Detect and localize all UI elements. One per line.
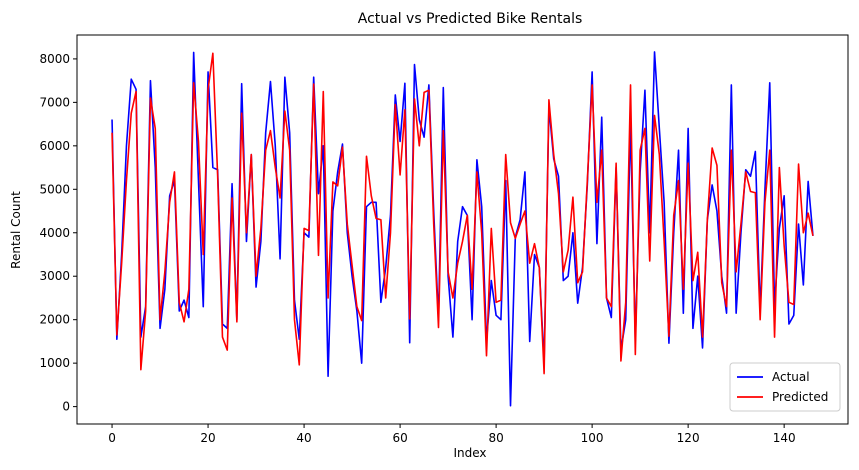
- x-tick-label: 40: [296, 431, 311, 445]
- x-tick-label: 120: [677, 431, 700, 445]
- y-tick-label: 2000: [39, 313, 70, 327]
- legend-label-predicted: Predicted: [772, 390, 828, 404]
- x-tick-label: 0: [108, 431, 116, 445]
- x-tick-label: 80: [488, 431, 503, 445]
- y-tick-label: 4000: [39, 226, 70, 240]
- x-tick-label: 140: [773, 431, 796, 445]
- x-tick-label: 60: [392, 431, 407, 445]
- x-tick-label: 100: [581, 431, 604, 445]
- chart-title: Actual vs Predicted Bike Rentals: [358, 11, 583, 27]
- y-tick-label: 5000: [39, 182, 70, 196]
- y-axis-label: Rental Count: [9, 191, 23, 269]
- y-tick-label: 3000: [39, 269, 70, 283]
- legend-label-actual: Actual: [772, 370, 810, 384]
- y-tick-label: 6000: [39, 139, 70, 153]
- legend: Actual Predicted: [730, 363, 840, 411]
- y-tick-label: 0: [62, 400, 70, 414]
- y-tick-label: 8000: [39, 52, 70, 66]
- x-axis-label: Index: [453, 446, 486, 460]
- x-tick-label: 20: [200, 431, 215, 445]
- y-tick-label: 7000: [39, 95, 70, 109]
- y-tick-label: 1000: [39, 356, 70, 370]
